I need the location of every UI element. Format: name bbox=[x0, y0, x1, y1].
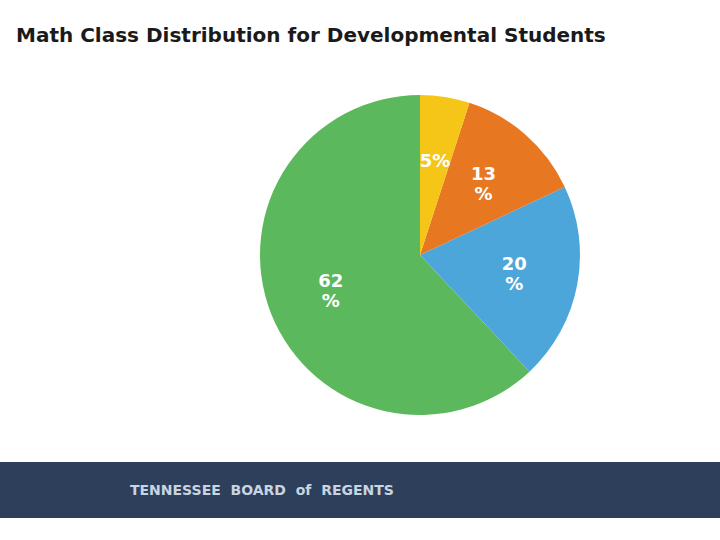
data-label: 62% bbox=[318, 270, 343, 311]
data-label: 20% bbox=[502, 253, 527, 294]
data-labels: 62%20%13%5% bbox=[318, 150, 527, 311]
data-label-line: % bbox=[322, 290, 340, 311]
annotation: TENNESSEE BOARD of REGENTS bbox=[130, 482, 394, 498]
slice bbox=[420, 95, 469, 255]
data-label: 5% bbox=[420, 150, 451, 171]
data-label: 13% bbox=[471, 163, 496, 204]
data-label-line: % bbox=[474, 182, 492, 203]
data-label-line: 13 bbox=[471, 163, 496, 184]
data-label-line: 62 bbox=[318, 270, 343, 291]
data-label-line: 20 bbox=[502, 253, 527, 274]
pie bbox=[260, 95, 580, 415]
data-label-line: 5% bbox=[420, 150, 451, 171]
data-label-line: % bbox=[505, 272, 523, 293]
chart: Math Class Distribution for Developmenta… bbox=[0, 0, 720, 540]
title: Math Class Distribution for Developmenta… bbox=[16, 23, 606, 47]
footer-bar bbox=[0, 462, 720, 518]
